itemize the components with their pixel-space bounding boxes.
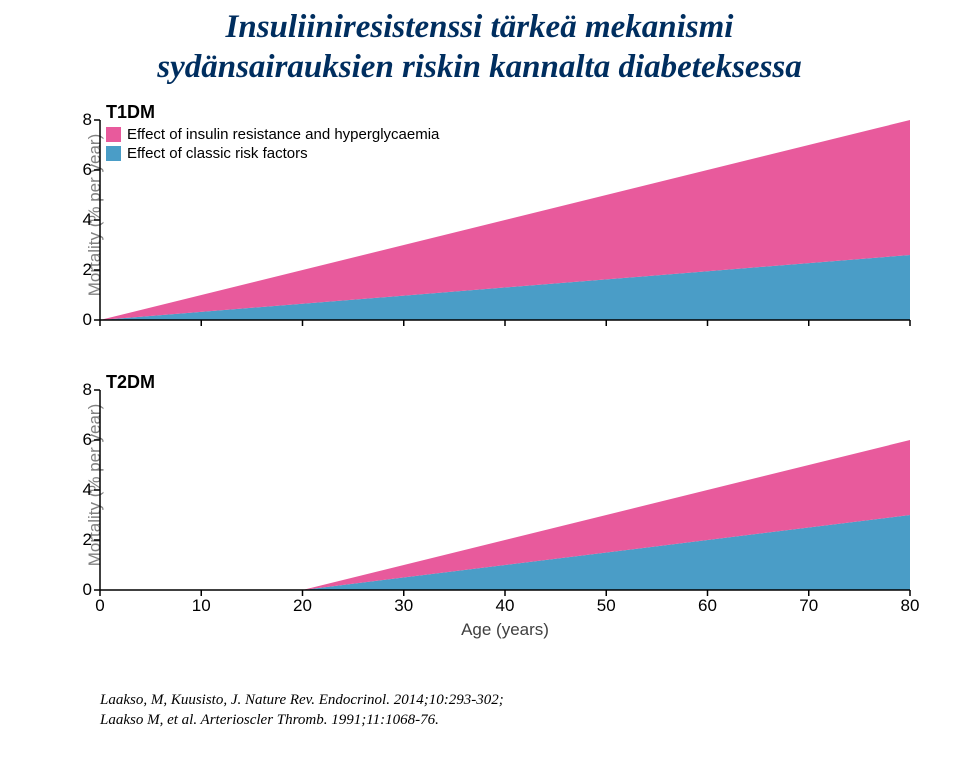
- x-tick-label: 70: [799, 590, 818, 616]
- x-tick-label: 80: [901, 590, 920, 616]
- x-tick-label: 0: [95, 590, 104, 616]
- chart1-title: T1DM: [106, 102, 155, 123]
- x-tick-label: 60: [698, 590, 717, 616]
- y-tick-label: 2: [83, 260, 100, 280]
- legend-item: Effect of insulin resistance and hypergl…: [106, 126, 439, 143]
- x-tick-label: 10: [192, 590, 211, 616]
- title-line-2: sydänsairauksien riskin kannalta diabete…: [0, 48, 959, 88]
- y-tick-label: 8: [83, 380, 100, 400]
- chart-t1dm: Mortality (% per year) T1DM Effect of in…: [0, 100, 959, 330]
- legend-swatch: [106, 127, 121, 142]
- legend-swatch: [106, 146, 121, 161]
- chart1-plot: T1DM Effect of insulin resistance and hy…: [100, 120, 910, 320]
- legend-label: Effect of classic risk factors: [127, 145, 308, 162]
- x-tick-label: 20: [293, 590, 312, 616]
- x-tick-label: 50: [597, 590, 616, 616]
- legend-item: Effect of classic risk factors: [106, 145, 439, 162]
- chart-t2dm: Mortality (% per year) T2DM Age (years) …: [0, 370, 959, 600]
- title-line-1: Insuliiniresistenssi tärkeä mekanismi: [0, 8, 959, 48]
- y-tick-label: 0: [83, 310, 100, 330]
- chart2-title: T2DM: [106, 372, 155, 393]
- y-tick-label: 4: [83, 210, 100, 230]
- page-title: Insuliiniresistenssi tärkeä mekanismi sy…: [0, 8, 959, 87]
- y-tick-label: 4: [83, 480, 100, 500]
- citation-line-2: Laakso M, et al. Arterioscler Thromb. 19…: [100, 710, 504, 730]
- citation-line-1: Laakso, M, Kuusisto, J. Nature Rev. Endo…: [100, 690, 504, 710]
- legend-label: Effect of insulin resistance and hypergl…: [127, 126, 439, 143]
- y-tick-label: 8: [83, 110, 100, 130]
- chart2-svg: [100, 390, 910, 590]
- legend: Effect of insulin resistance and hypergl…: [106, 126, 439, 164]
- y-tick-label: 6: [83, 430, 100, 450]
- chart2-plot: T2DM Age (years) 0246801020304050607080: [100, 390, 910, 590]
- y-tick-label: 2: [83, 530, 100, 550]
- y-tick-label: 6: [83, 160, 100, 180]
- citation: Laakso, M, Kuusisto, J. Nature Rev. Endo…: [100, 690, 504, 731]
- x-tick-label: 40: [496, 590, 515, 616]
- x-tick-label: 30: [394, 590, 413, 616]
